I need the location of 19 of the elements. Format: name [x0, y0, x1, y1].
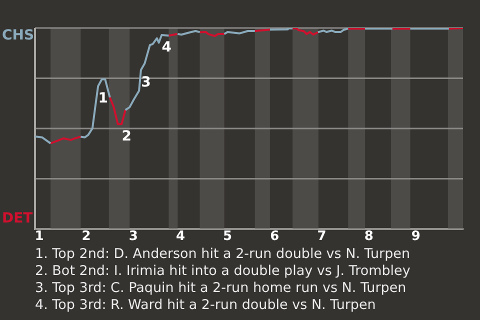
x-tick-label: 4 [176, 229, 186, 244]
annotation: 2 [122, 128, 132, 145]
x-tick-label: 2 [82, 229, 91, 244]
annotation: CHS [2, 28, 34, 44]
x-tick-label: 1 [34, 229, 44, 244]
x-tick-label: 9 [411, 229, 420, 244]
text: DET [2, 210, 34, 227]
annotation: 1 [98, 90, 108, 107]
text: 3. Top 3rd: C. Paquin hit a 2-run home run vs N. Turpen [35, 280, 408, 297]
text: 2. Bot 2nd: I. Irimia hit into a double play vs J. Trombley [35, 263, 412, 280]
annotation: 4 [162, 40, 172, 56]
x-tick-label: 8 [364, 229, 374, 244]
x-tick-label: 7 [317, 229, 326, 244]
text: 1. Top 2nd: D. Anderson hit a 2-run double vs N. Turpen [35, 246, 412, 263]
text: 4. Top 3rd: R. Ward hit a 2-run double vs N. Turpen [35, 297, 377, 314]
x-tick-label: 3 [128, 229, 138, 244]
x-tick-label: 6 [270, 229, 280, 244]
x-tick-label: 5 [223, 229, 232, 244]
annotation: 3 [141, 74, 151, 91]
